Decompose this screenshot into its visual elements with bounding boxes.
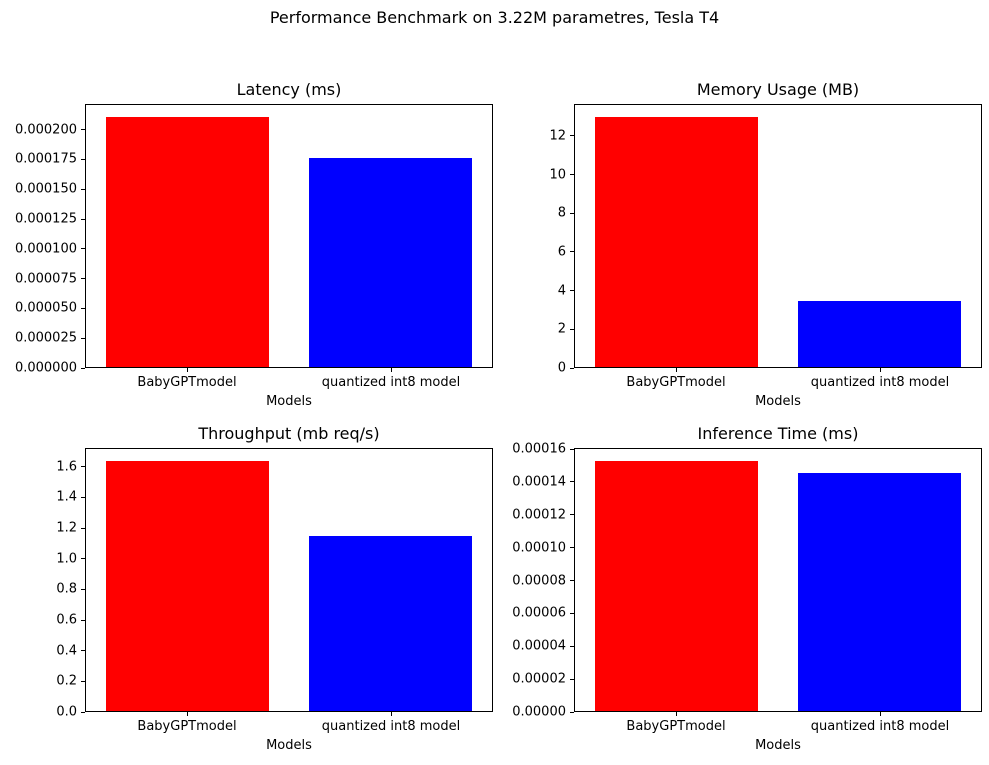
plot-area — [85, 104, 493, 368]
x-tick-mark — [390, 368, 392, 372]
plot-area — [574, 104, 982, 368]
y-tick-label: 0.000200 — [14, 122, 77, 138]
y-tick-label: 0.000075 — [14, 271, 77, 287]
chart-throughput: Throughput (mb req/s) 0.0 0.2 0.4 0.6 0.8 1.0… — [56, 424, 493, 753]
figure-title: Performance Benchmark on 3.22M parametre… — [269, 8, 720, 27]
x-tick-mark — [186, 712, 188, 716]
y-tick-label: 0.00008 — [512, 573, 566, 589]
y-tick-label: 6 — [557, 244, 566, 260]
x-tick-label: BabyGPTmodel — [626, 719, 726, 734]
y-tick-label: 1.6 — [56, 459, 77, 475]
plot-area — [574, 448, 982, 712]
bar-quantized-int8-model — [309, 536, 472, 711]
y-tick-label: 1.4 — [56, 489, 77, 505]
chart-title: Throughput (mb req/s) — [198, 424, 380, 443]
y-tick-label: 0.8 — [56, 581, 77, 597]
x-tick-mark — [390, 712, 392, 716]
x-tick-label: BabyGPTmodel — [137, 375, 237, 390]
y-tick-label: 0.000000 — [14, 360, 77, 376]
chart-title: Latency (ms) — [236, 80, 342, 99]
bar-babygptmodel — [106, 117, 269, 367]
bar-babygptmodel — [106, 461, 269, 711]
y-tick-label: 0.00012 — [512, 507, 566, 523]
x-tick-mark — [879, 368, 881, 372]
y-tick-label: 0.000175 — [14, 151, 77, 167]
bar-babygptmodel — [595, 461, 758, 711]
plot-area — [85, 448, 493, 712]
chart-latency: Latency (ms) 0.000000 0.000025 0.000050 0.0… — [15, 80, 493, 409]
y-tick-label: 1.0 — [56, 551, 77, 567]
x-axis-label: Models — [266, 394, 312, 409]
bar-quantized-int8-model — [309, 157, 472, 367]
y-tick-label: 0.000150 — [14, 181, 77, 197]
bar-quantized-int8-model — [798, 472, 961, 711]
bar-babygptmodel — [595, 117, 758, 367]
y-tick-label: 0.000050 — [14, 300, 77, 316]
y-tick-label: 1.2 — [56, 520, 77, 536]
x-tick-mark — [186, 368, 188, 372]
x-tick-label: quantized int8 model — [321, 375, 461, 390]
y-tick-label: 0.00016 — [512, 441, 566, 457]
y-tick-label: 0 — [557, 360, 566, 376]
x-tick-label: quantized int8 model — [810, 375, 950, 390]
chart-memory-usage: Memory Usage (MB) 0 2 4 6 8 10 12 BabyGPTmodel… — [549, 80, 982, 409]
x-tick-mark — [675, 368, 677, 372]
x-axis-label: Models — [266, 738, 312, 753]
bar-quantized-int8-model — [798, 300, 961, 367]
y-tick-label: 10 — [549, 167, 566, 183]
x-tick-label: quantized int8 model — [810, 719, 950, 734]
y-tick-label: 0.0 — [56, 704, 77, 720]
x-tick-label: BabyGPTmodel — [626, 375, 726, 390]
y-tick-label: 2 — [557, 321, 566, 337]
y-tick-label: 0.00004 — [512, 638, 566, 654]
y-tick-label: 0.000100 — [14, 241, 77, 257]
y-tick-label: 0.6 — [56, 612, 77, 628]
y-tick-label: 0.4 — [56, 643, 77, 659]
y-tick-label: 0.00002 — [512, 671, 566, 687]
chart-title: Inference Time (ms) — [697, 424, 859, 443]
x-axis-label: Models — [755, 738, 801, 753]
x-tick-mark — [675, 712, 677, 716]
y-tick-label: 0.000125 — [14, 211, 77, 227]
y-tick-label: 12 — [549, 128, 566, 144]
y-tick-label: 0.00014 — [512, 474, 566, 490]
x-tick-mark — [879, 712, 881, 716]
x-tick-label: BabyGPTmodel — [137, 719, 237, 734]
y-tick-label: 0.00000 — [512, 704, 566, 720]
y-tick-label: 8 — [557, 205, 566, 221]
y-tick-label: 0.00006 — [512, 605, 566, 621]
x-axis-label: Models — [755, 394, 801, 409]
y-tick-label: 4 — [557, 283, 566, 299]
y-tick-label: 0.00010 — [512, 540, 566, 556]
y-tick-label: 0.000025 — [14, 330, 77, 346]
y-tick-label: 0.2 — [56, 673, 77, 689]
chart-title: Memory Usage (MB) — [696, 80, 860, 99]
x-tick-label: quantized int8 model — [321, 719, 461, 734]
chart-inference-time: Inference Time (ms) 0.00000 0.00002 0.0000… — [512, 424, 982, 753]
